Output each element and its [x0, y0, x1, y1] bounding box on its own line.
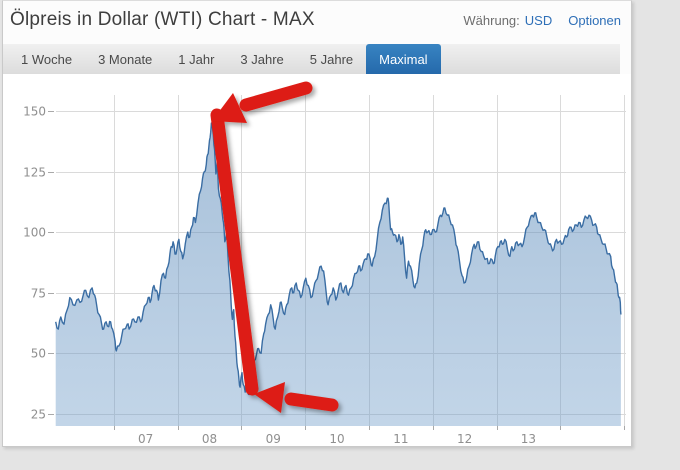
arrow-shaft	[284, 392, 339, 412]
y-axis-label: 100	[23, 226, 46, 240]
price-chart: 25 50 75 100 125 150 07 08 09 10 11 12 13	[23, 81, 626, 446]
currency-controls: Währung: USD Optionen	[463, 13, 621, 28]
x-axis-label: 09	[266, 432, 281, 446]
options-link[interactable]: Optionen	[568, 13, 621, 28]
x-axis-label: 11	[393, 432, 408, 446]
currency-value-link[interactable]: USD	[524, 13, 553, 28]
x-axis-label: 07	[138, 432, 153, 446]
tab-5-jahre[interactable]: 5 Jahre	[309, 51, 354, 67]
x-axis-label: 10	[329, 432, 344, 446]
page-title: Ölpreis in Dollar (WTI) Chart - MAX	[10, 9, 315, 30]
trough-arrowhead-icon	[254, 382, 285, 413]
widget-header: Ölpreis in Dollar (WTI) Chart - MAX Währ…	[3, 1, 631, 44]
tab-3-jahre[interactable]: 3 Jahre	[240, 51, 284, 67]
currency-label: Währung:	[463, 13, 520, 28]
y-axis-label: 25	[31, 408, 46, 422]
annotation-arrows	[210, 81, 339, 413]
crash-connector-line	[210, 108, 259, 396]
tab-1-jahr[interactable]: 1 Jahr	[178, 51, 215, 67]
tab-maximal[interactable]: Maximal	[366, 44, 441, 81]
y-axis-label: 125	[23, 166, 46, 180]
x-axis-label: 12	[457, 432, 472, 446]
peak-arrowhead-icon	[212, 93, 247, 123]
range-tabbar: 1 Woche 3 Monate 1 Jahr 3 Jahre 5 Jahre Maxim…	[3, 44, 620, 81]
y-axis-label: 150	[23, 105, 46, 119]
y-axis-label: 75	[31, 287, 46, 301]
axis-labels: 25 50 75 100 125 150 07 08 09 10 11 12 13	[23, 105, 625, 446]
tab-3-monate[interactable]: 3 Monate	[98, 51, 153, 67]
chart-area: 25 50 75 100 125 150 07 08 09 10 11 12 13	[3, 74, 631, 446]
x-axis-label: 13	[521, 432, 536, 446]
price-line	[55, 122, 622, 396]
tab-1-woche[interactable]: 1 Woche	[21, 51, 73, 67]
arrow-shaft	[239, 81, 313, 112]
area-fill	[55, 123, 621, 426]
y-axis-label: 50	[31, 347, 46, 361]
x-axis-label: 08	[202, 432, 217, 446]
chart-widget-panel: Ölpreis in Dollar (WTI) Chart - MAX Währ…	[2, 0, 632, 447]
